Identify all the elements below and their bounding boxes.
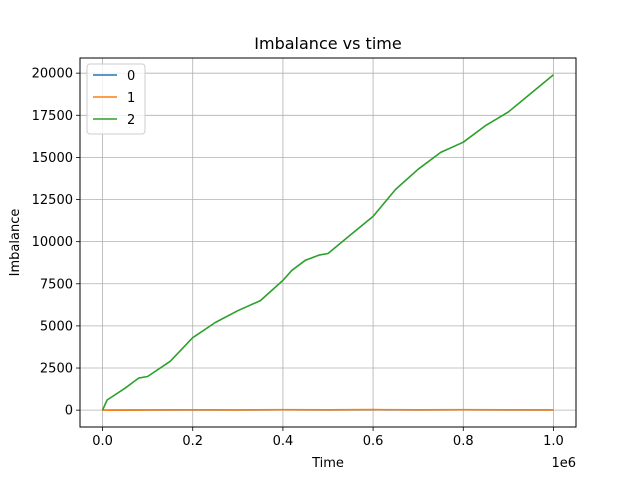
legend-label: 1	[127, 91, 135, 106]
legend-label: 0	[127, 69, 135, 84]
y-tick-label: 20000	[32, 67, 73, 82]
x-axis-offset-label: 1e6	[551, 456, 576, 471]
y-tick-label: 12500	[32, 193, 73, 208]
grid-lines	[80, 58, 576, 427]
x-axis-label: Time	[311, 456, 344, 471]
legend-label: 2	[127, 113, 135, 128]
legend: 0 1 2	[86, 63, 146, 135]
series-line-2	[101, 74, 555, 411]
chart-title: Imbalance vs time	[254, 34, 401, 53]
plot-area-frame	[79, 57, 577, 428]
y-tick-label: 5000	[40, 319, 73, 334]
legend-box	[86, 63, 146, 135]
x-tick-label: 0.6	[363, 434, 384, 449]
x-tick-label: 0.8	[453, 434, 474, 449]
x-tick-label: 1.0	[543, 434, 564, 449]
y-axis-ticks: 0 2500 5000 7500 10000 12500 15000 17500 20000	[32, 67, 80, 419]
y-tick-label: 2500	[40, 362, 73, 377]
y-tick-label: 7500	[40, 277, 73, 292]
x-tick-label: 0.4	[273, 434, 294, 449]
y-tick-label: 17500	[32, 109, 73, 124]
x-tick-label: 0.0	[92, 434, 113, 449]
x-axis-ticks: 0.0 0.2 0.4 0.6 0.8 1.0	[92, 427, 564, 449]
series-lines	[101, 74, 555, 412]
y-tick-label: 10000	[32, 235, 73, 250]
y-axis-label: Imbalance	[8, 209, 23, 277]
y-tick-label: 15000	[32, 151, 73, 166]
x-tick-label: 0.2	[182, 434, 203, 449]
series-line-1	[102, 408, 554, 411]
y-tick-label: 0	[65, 404, 73, 419]
